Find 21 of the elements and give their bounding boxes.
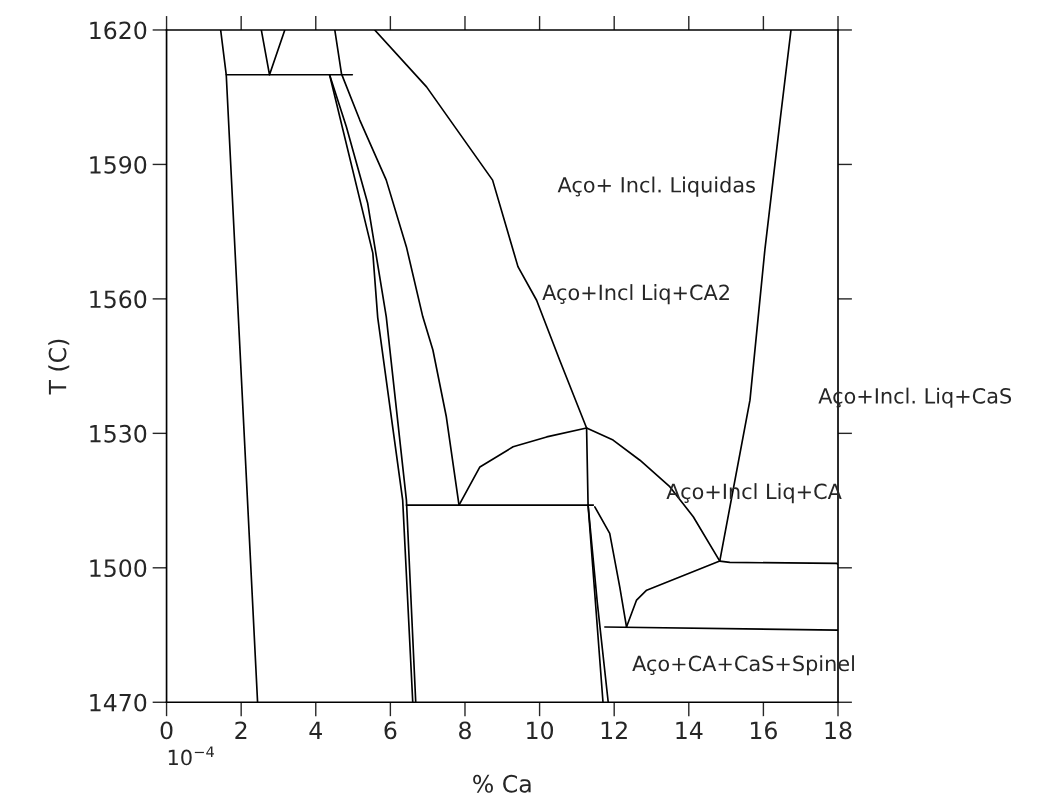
- x-axis-title: % Ca: [473, 774, 531, 793]
- y-tick-label: 1530: [90, 424, 147, 443]
- y-tick-label: 1500: [90, 559, 147, 578]
- y-axis-title: T (C): [48, 339, 70, 395]
- x-tick-label: 12: [601, 721, 627, 739]
- x-tick-label: 0: [160, 721, 173, 740]
- y-tick-label: 1470: [90, 693, 147, 712]
- annotation: Aço+Incl Liq+CA2: [542, 284, 729, 305]
- y-tick-label: 1560: [90, 290, 147, 309]
- annotation: Aço+ Incl. Liquidas: [557, 176, 755, 197]
- x-tick-label: 6: [384, 721, 397, 740]
- x-tick-label: 8: [459, 721, 471, 740]
- text: 10$^{−4}$: [168, 746, 214, 766]
- x-tick-label: 10: [527, 721, 554, 740]
- x-tick-label: 4: [309, 721, 322, 739]
- x-tick-label: 14: [676, 721, 703, 739]
- y-tick-label: 1590: [90, 155, 147, 174]
- x-tick-label: 16: [750, 721, 777, 740]
- x-tick-label: 18: [825, 721, 852, 740]
- x-tick-label: 2: [235, 721, 247, 739]
- y-tick-label: 1620: [90, 21, 147, 40]
